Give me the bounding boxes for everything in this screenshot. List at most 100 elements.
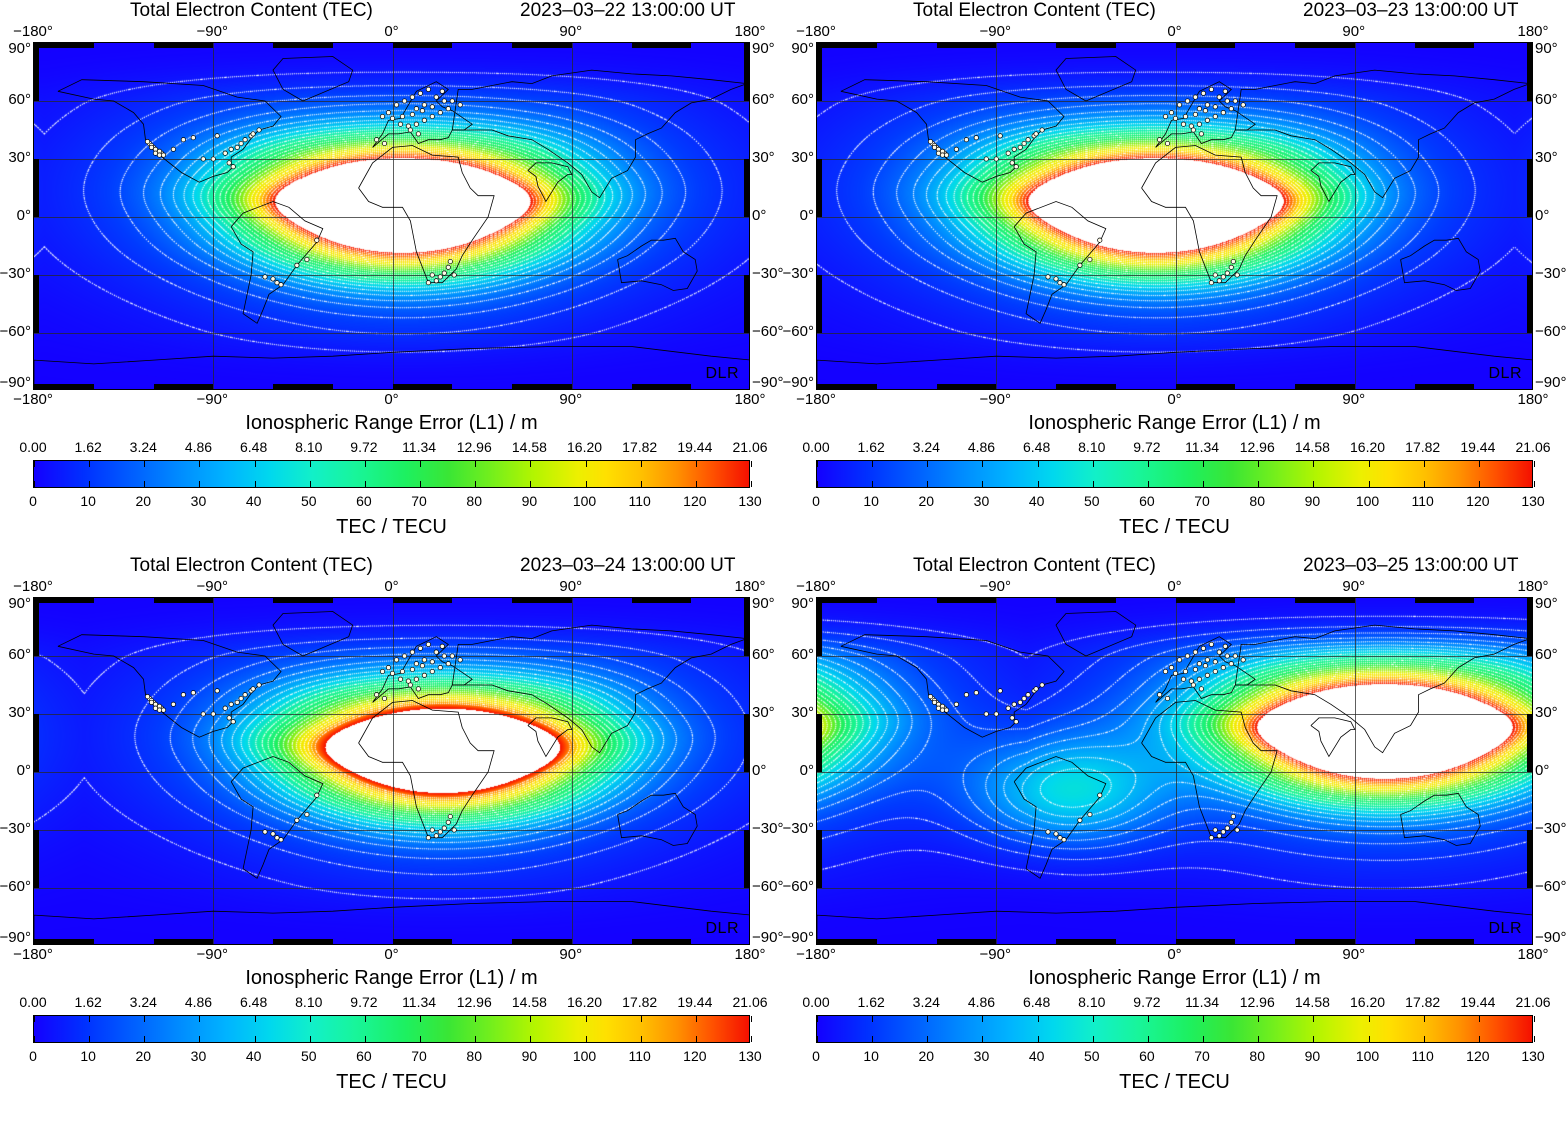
colorbar-tickmark [530,481,532,487]
colorbar-tick-tecu: 50 [1083,1048,1100,1064]
lon-tick-label: 0° [1167,578,1182,595]
colorbar-tick-tecu: 0 [812,1048,820,1064]
panel-title-row-3: Total Electron Content (TEC) 2023–03–25 … [783,555,1566,577]
colorbar-tickmark [254,461,256,467]
frame-tick-band [936,384,997,389]
colorbar-tickmark [475,1036,477,1042]
lon-tick-label: 180° [1517,578,1549,595]
lat-tick-label: −90° [752,929,784,946]
frame-tick-band [512,598,572,603]
lat-tick-label: −60° [1535,878,1566,895]
colorbar-tickmark [420,481,422,487]
colorbar-tickmark [872,461,874,467]
frame-tick-band [273,384,333,389]
colorbar-tick-tecu: 10 [863,493,879,509]
colorbar-tickmark [34,461,35,467]
colorbar-tick-tecu: 10 [80,1048,96,1064]
colorbar-tick-tecu: 130 [738,1048,762,1064]
colorbar-tickmark [89,1036,91,1042]
colorbar-tickmark [872,1016,874,1022]
colorbar-tickmark [475,481,477,487]
lon-axis-bottom-0: −180° −90° 0° 90° 180° [0,390,783,410]
colorbar-tick-range-error: 0.00 [19,994,47,1010]
colorbar-tick-range-error: 4.86 [967,994,996,1010]
frame-tick-band [1527,275,1532,333]
colorbar-tickmark [640,461,642,467]
frame-tick-band [512,43,572,48]
colorbar-tickmark [34,481,35,487]
colorbar-tickmark [254,1016,256,1022]
colorbar-tickmark [872,1036,874,1042]
lon-tick-label: −90° [196,946,228,963]
colorbar-tick-range-error: 19.44 [677,994,713,1010]
colorbar-tickmark [751,1036,752,1042]
colorbar-tickmark [309,461,311,467]
frame-tick-band [34,939,94,944]
lat-tick-label: 90° [8,40,31,57]
panel-timestamp: 2023–03–25 13:00:00 UT [1303,555,1519,576]
colorbar-gradient-1 [816,460,1535,488]
lat-tick-label: 60° [1535,91,1558,108]
lon-tick-label: −180° [13,391,53,408]
colorbar-tick-tecu: 40 [245,493,262,509]
colorbar-tick-tecu: 110 [628,1048,651,1064]
colorbar-tick-range-error: 0.00 [19,439,47,455]
lon-tick-label: −90° [979,23,1011,40]
graticule-latitude [817,275,1532,276]
lat-tick-label: −60° [0,878,31,895]
lon-tick-label: 90° [1342,578,1366,595]
graticule-latitude [817,714,1532,715]
colorbar-tick-range-error: 4.86 [184,439,213,455]
colorbar-tickmark [309,1036,311,1042]
colorbar-tickmark [199,461,201,467]
colorbar-unit-label: TEC / TECU [1119,516,1230,538]
colorbar-tick-range-error: 12.96 [456,994,492,1010]
colorbar-tickmark [144,1036,146,1042]
lon-tick-label: 90° [1342,391,1366,408]
colorbar-tick-tecu: 30 [973,1048,990,1064]
graticule-latitude [817,772,1532,773]
colorbar-tickmark [144,481,146,487]
graticule-longitude [571,43,573,389]
lat-axis-right-2: 90° 60° 30° 0° −30° −60° −90° [752,596,786,946]
lat-tick-label: 0° [799,207,814,224]
colorbar-tick-range-error: 8.10 [1078,439,1106,455]
lat-tick-label: −90° [0,929,31,946]
page-title: Total Electron Content (TEC) [130,555,373,576]
colorbar-tickmark [1423,461,1425,467]
colorbar-tick-tecu: 70 [1194,1048,1210,1064]
colorbar-tickmark [1203,1036,1205,1042]
colorbar-tickmark [309,1016,311,1022]
colorbar-tickmark [364,461,366,467]
colorbar-tick-tecu: 90 [1304,1048,1321,1064]
colorbar-tick-tecu: 120 [1466,1048,1490,1064]
frame-tick-band [1527,598,1532,656]
colorbar-tick-tecu: 40 [1028,493,1045,509]
graticule-longitude [213,43,215,389]
colorbar-tick-tecu: 50 [1083,493,1100,509]
colorbar-tickmark [927,1036,929,1042]
lon-tick-label: 0° [384,946,399,963]
colorbar-tickmark [364,481,366,487]
lon-tick-label: 180° [734,946,766,963]
lat-tick-label: 60° [752,91,775,108]
lat-tick-label: −30° [752,265,784,282]
colorbar-tick-range-error: 14.58 [511,439,547,455]
lon-tick-label: 0° [384,391,399,408]
colorbar-tickmark [1534,1036,1535,1042]
colorbar-tick-range-error: 8.10 [1078,994,1106,1010]
frame-tick-band [1295,43,1355,48]
colorbar-tickmark [1147,481,1149,487]
lat-tick-label: 30° [8,149,31,166]
lat-tick-label: −60° [782,878,814,895]
graticule-latitude [34,217,749,218]
frame-tick-band [817,598,822,656]
lon-tick-label: −90° [979,578,1011,595]
lon-tick-label: 180° [734,391,766,408]
frame-tick-band [34,159,39,217]
frame-tick-band [1175,384,1236,389]
frame-tick-band [153,598,214,603]
lat-tick-label: 30° [1535,149,1558,166]
colorbar-tick-range-error: 6.48 [1022,994,1051,1010]
